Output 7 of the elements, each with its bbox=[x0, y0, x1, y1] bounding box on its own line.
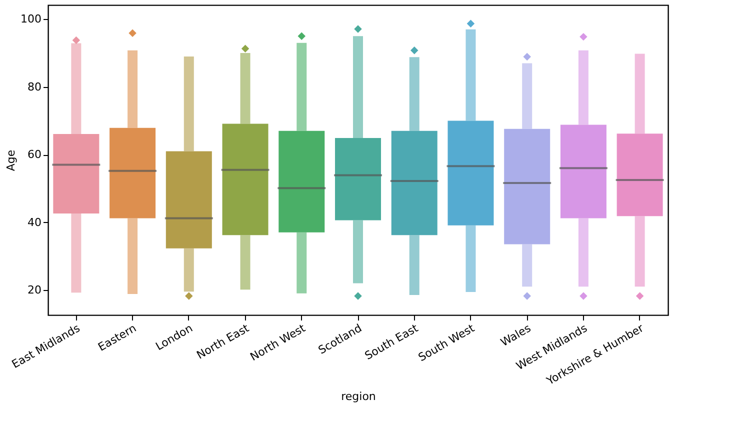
y-tick-label: 100 bbox=[20, 12, 42, 26]
y-axis-title: Age bbox=[4, 150, 18, 172]
y-tick-label: 40 bbox=[28, 216, 42, 229]
y-tick-label: 80 bbox=[28, 80, 42, 94]
x-axis-title: region bbox=[341, 390, 376, 403]
y-tick-label: 60 bbox=[28, 148, 42, 162]
y-tick-label: 20 bbox=[28, 283, 42, 296]
